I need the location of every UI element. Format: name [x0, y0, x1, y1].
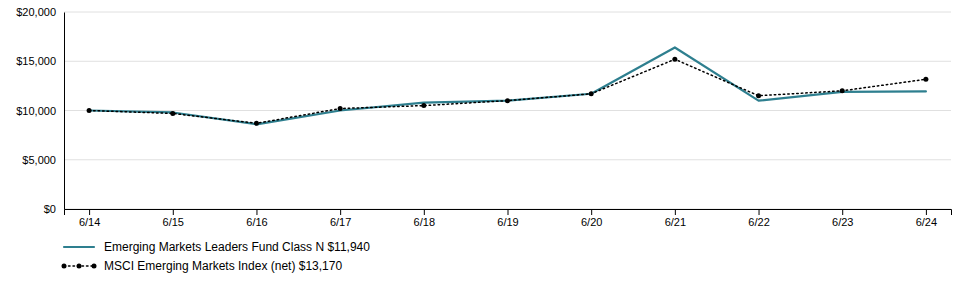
- legend-swatch-marker: [77, 264, 82, 269]
- legend-label: Emerging Markets Leaders Fund Class N $1…: [104, 240, 370, 254]
- series-line: [89, 59, 926, 123]
- x-tick: 6/24: [916, 209, 937, 228]
- grid-line: [64, 12, 951, 13]
- y-tick-label: $5,000: [22, 154, 56, 166]
- x-tick: 6/20: [581, 209, 602, 228]
- series-point: [87, 108, 92, 113]
- series-point: [672, 57, 677, 62]
- x-tick: 6/18: [414, 209, 435, 228]
- y-tick: $15,000: [16, 55, 64, 67]
- x-tick-label: 6/22: [748, 216, 769, 228]
- x-tick-label: 6/20: [581, 216, 602, 228]
- legend-item: MSCI Emerging Markets Index (net) $13,17…: [62, 259, 343, 273]
- marks: [87, 47, 929, 125]
- y-tick: $10,000: [16, 105, 64, 117]
- x-tick: 6/19: [497, 209, 518, 228]
- series-point: [589, 91, 594, 96]
- x-tick: 6/14: [79, 209, 100, 228]
- y-tick: $5,000: [22, 154, 64, 166]
- y-tick: $20,000: [16, 6, 64, 18]
- grid-line: [64, 159, 951, 160]
- x-tick-mark: [340, 209, 341, 215]
- x-tick: 6/22: [748, 209, 769, 228]
- x-tick-label: 6/18: [414, 216, 435, 228]
- series-point: [505, 98, 510, 103]
- legend-swatch: [64, 246, 94, 248]
- x-tick: 6/16: [246, 209, 267, 228]
- x-tick-label: 6/21: [665, 216, 686, 228]
- x-tick-label: 6/23: [832, 216, 853, 228]
- legend-label: MSCI Emerging Markets Index (net) $13,17…: [104, 259, 342, 273]
- x-tick-label: 6/15: [163, 216, 184, 228]
- x-tick-mark: [256, 209, 257, 215]
- x-tick-label: 6/19: [497, 216, 518, 228]
- series-point: [923, 77, 928, 82]
- series-point: [170, 111, 175, 116]
- legend-item: Emerging Markets Leaders Fund Class N $1…: [64, 240, 370, 254]
- grid-line: [64, 110, 951, 111]
- x-tick-mark: [842, 209, 843, 215]
- x-tick-label: 6/16: [246, 216, 267, 228]
- y-tick-label: $10,000: [16, 105, 56, 117]
- x-tick-label: 6/14: [79, 216, 100, 228]
- series-line: [89, 47, 926, 124]
- x-tick-mark: [508, 209, 509, 215]
- x-tick-label: 6/17: [330, 216, 351, 228]
- x-tick-mark: [926, 209, 927, 215]
- series-point: [421, 103, 426, 108]
- grid: [64, 12, 951, 209]
- y-tick: $0: [44, 203, 64, 215]
- y-axis-line: [64, 13, 65, 210]
- y-tick-label: $0: [44, 203, 56, 215]
- x-tick-mark: [173, 209, 174, 215]
- legend-swatch-marker: [62, 264, 67, 269]
- x-tick-mark: [89, 209, 90, 215]
- series-point: [338, 106, 343, 111]
- x-tick: 6/15: [163, 209, 184, 228]
- grid-line: [64, 61, 951, 62]
- x-tick: 6/17: [330, 209, 351, 228]
- legend-swatch-marker: [92, 264, 97, 269]
- legend: Emerging Markets Leaders Fund Class N $1…: [62, 240, 371, 273]
- series-point: [840, 88, 845, 93]
- x-axis: 6/14 6/15 6/16 6/17 6/18 6/19 6/20 6/21 6/22 6/23…: [65, 209, 952, 228]
- x-tick: 6/21: [665, 209, 686, 228]
- x-tick-label: 6/24: [916, 216, 937, 228]
- x-tick: 6/23: [832, 209, 853, 228]
- y-tick-label: $20,000: [16, 6, 56, 18]
- plot-root: $0$5,000$10,000$15,000$20,0006/146/156/1…: [16, 6, 951, 273]
- series-point: [756, 93, 761, 98]
- x-tick-mark: [424, 209, 425, 215]
- x-tick-mark: [759, 209, 760, 215]
- series-point: [254, 121, 259, 126]
- x-tick-mark: [675, 209, 676, 215]
- x-tick-mark: [591, 209, 592, 215]
- y-tick-label: $15,000: [16, 55, 56, 67]
- chart: $0$5,000$10,000$15,000$20,0006/146/156/1…: [0, 0, 975, 281]
- y-axis: $0 $5,000 $10,000 $15,000 $20,000: [16, 6, 64, 215]
- x-axis-line: [65, 210, 952, 216]
